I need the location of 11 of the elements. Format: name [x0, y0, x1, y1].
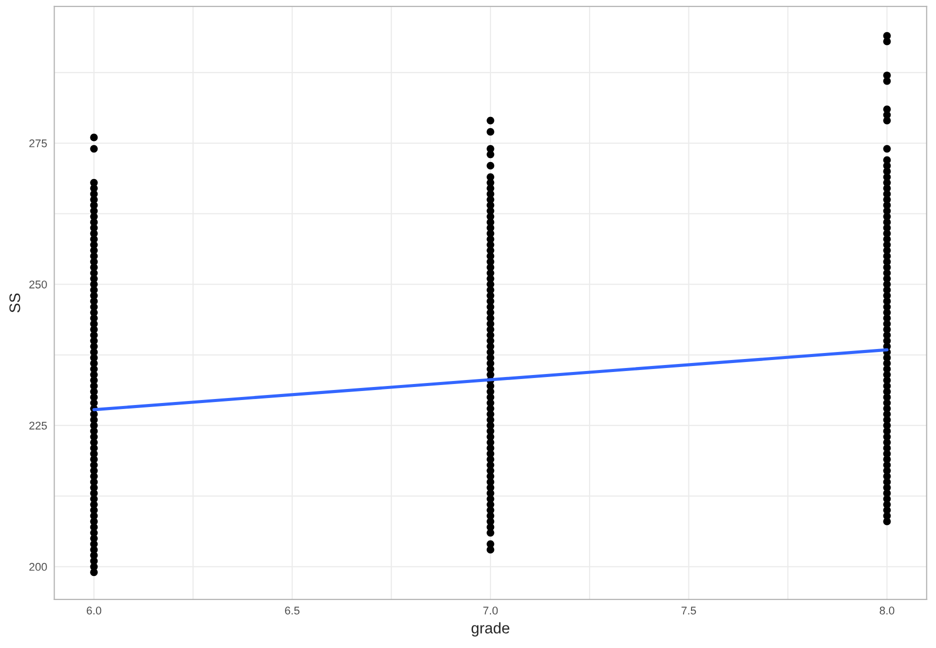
- x-tick-label: 7.0: [483, 606, 498, 615]
- x-axis-title: grade: [472, 622, 510, 636]
- x-tick-label: 6.5: [285, 606, 300, 615]
- y-tick-label: 225: [29, 422, 47, 430]
- y-axis-title: SS: [9, 293, 20, 312]
- x-tick-label: 6.0: [86, 606, 102, 615]
- x-tick-label: 8.0: [880, 606, 894, 615]
- y-tick-label: 250: [29, 280, 47, 288]
- y-tick-label: 275: [29, 139, 47, 148]
- y-tick-label: 200: [29, 562, 47, 571]
- x-tick-label: 7.5: [682, 606, 696, 615]
